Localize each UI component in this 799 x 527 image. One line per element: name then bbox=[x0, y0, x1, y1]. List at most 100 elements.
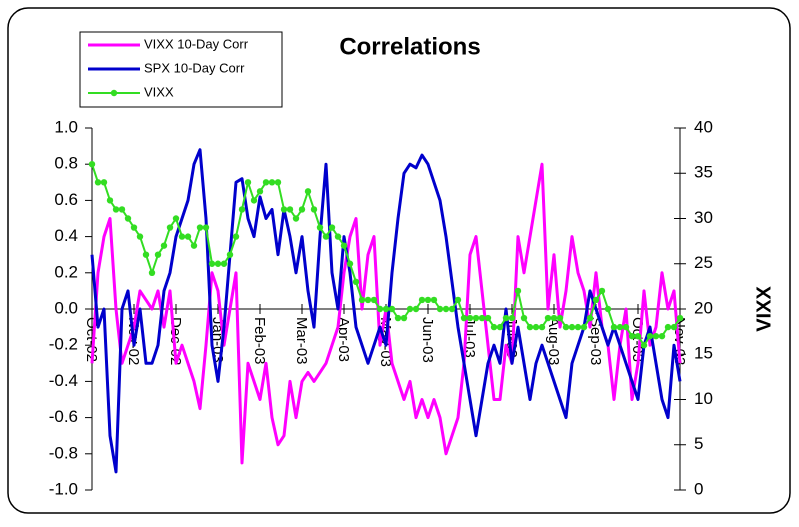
y-tick-label: 0.2 bbox=[54, 262, 78, 281]
series-marker bbox=[178, 233, 186, 240]
series-marker bbox=[94, 179, 102, 186]
series-marker bbox=[166, 224, 174, 231]
y-tick-label: 0.4 bbox=[54, 226, 78, 245]
series-marker bbox=[106, 197, 114, 204]
series-marker bbox=[502, 314, 510, 322]
y2-tick-label: 15 bbox=[694, 344, 713, 363]
series-marker bbox=[388, 305, 396, 313]
x-tick-label: Jun-03 bbox=[419, 317, 436, 363]
series-marker bbox=[664, 323, 672, 331]
series-marker bbox=[184, 233, 192, 240]
y-tick-label: -1.0 bbox=[49, 479, 78, 498]
series-marker bbox=[136, 233, 144, 240]
y-tick-label: -0.6 bbox=[49, 407, 78, 426]
series-marker bbox=[628, 332, 636, 340]
y-tick-label: 0.8 bbox=[54, 154, 78, 173]
y2-tick-label: 35 bbox=[694, 163, 713, 182]
series-marker bbox=[130, 224, 138, 231]
series-marker bbox=[226, 251, 234, 258]
x-tick-label: Mar-03 bbox=[293, 317, 310, 365]
y2-tick-label: 30 bbox=[694, 208, 713, 227]
series-marker bbox=[406, 305, 414, 313]
series-marker bbox=[154, 251, 162, 258]
series-marker bbox=[340, 242, 348, 249]
series-marker bbox=[646, 332, 654, 340]
series-marker bbox=[124, 215, 132, 222]
y2-tick-label: 0 bbox=[694, 479, 703, 498]
series-marker bbox=[112, 206, 120, 213]
series-marker bbox=[556, 314, 564, 322]
series-marker bbox=[676, 314, 684, 322]
legend-label: VIXX 10-Day Corr bbox=[144, 36, 249, 51]
series-marker bbox=[376, 305, 384, 313]
chart-title: Correlations bbox=[339, 33, 480, 60]
series-marker bbox=[424, 296, 432, 304]
y2-axis-label: VIXX bbox=[753, 286, 775, 332]
series-marker bbox=[346, 260, 354, 267]
series-marker bbox=[262, 179, 270, 186]
series-marker bbox=[568, 323, 576, 331]
series-marker bbox=[214, 260, 222, 267]
series-marker bbox=[190, 242, 198, 249]
series-marker bbox=[514, 287, 522, 295]
series-marker bbox=[658, 332, 666, 340]
series-marker bbox=[538, 323, 546, 331]
series-marker bbox=[274, 179, 282, 186]
series-marker bbox=[238, 206, 246, 213]
y2-tick-label: 20 bbox=[694, 298, 713, 317]
legend-marker bbox=[110, 89, 118, 97]
series-marker bbox=[358, 296, 366, 304]
series-marker bbox=[256, 188, 264, 195]
series-marker bbox=[670, 323, 678, 331]
y-tick-label: 0.0 bbox=[54, 298, 78, 317]
series-marker bbox=[574, 323, 582, 331]
series-marker bbox=[208, 260, 216, 267]
series-marker bbox=[544, 314, 552, 322]
y-tick-label: -0.2 bbox=[49, 335, 78, 354]
series-marker bbox=[580, 323, 588, 331]
series-marker bbox=[430, 296, 438, 304]
y-tick-label: 1.0 bbox=[54, 117, 78, 136]
series-marker bbox=[652, 332, 660, 340]
x-tick-label: Sep-03 bbox=[587, 317, 604, 365]
series-marker bbox=[508, 314, 516, 322]
series-marker bbox=[418, 296, 426, 304]
series-marker bbox=[598, 287, 606, 295]
series-marker bbox=[298, 206, 306, 213]
series-marker bbox=[304, 188, 312, 195]
series-marker bbox=[634, 332, 642, 340]
series-marker bbox=[592, 296, 600, 304]
series-marker bbox=[640, 342, 648, 349]
series-marker bbox=[334, 233, 342, 240]
series-marker bbox=[532, 323, 540, 331]
series-marker bbox=[196, 224, 204, 231]
series-marker bbox=[562, 323, 570, 331]
series-marker bbox=[160, 242, 168, 249]
series-marker bbox=[382, 305, 390, 313]
series-marker bbox=[244, 179, 252, 186]
series-marker bbox=[448, 305, 456, 313]
legend-label: SPX 10-Day Corr bbox=[144, 60, 245, 75]
x-tick-label: Feb-03 bbox=[251, 317, 268, 365]
series-marker bbox=[616, 323, 624, 331]
series-marker bbox=[622, 323, 630, 331]
series-marker bbox=[352, 278, 360, 286]
x-tick-label: Aug-03 bbox=[545, 317, 562, 365]
series-marker bbox=[520, 314, 528, 322]
series-marker bbox=[442, 305, 450, 313]
series-marker bbox=[316, 224, 324, 231]
series-marker bbox=[100, 179, 108, 186]
series-marker bbox=[550, 314, 558, 322]
y2-tick-label: 5 bbox=[694, 434, 703, 453]
series-marker bbox=[400, 314, 408, 322]
series-marker bbox=[364, 296, 372, 304]
series-marker bbox=[394, 314, 402, 322]
series-marker bbox=[460, 314, 468, 322]
series-marker bbox=[142, 251, 150, 258]
y2-tick-label: 25 bbox=[694, 253, 713, 272]
series-marker bbox=[250, 197, 258, 204]
series-marker bbox=[310, 206, 318, 213]
series-marker bbox=[436, 305, 444, 313]
